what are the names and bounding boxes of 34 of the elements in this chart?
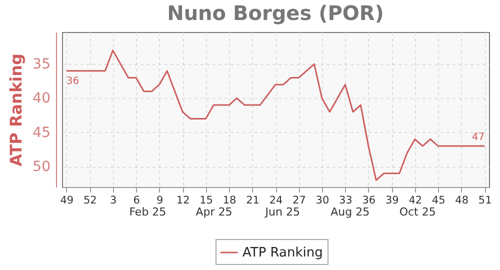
x-tick-label: 30 xyxy=(316,194,330,206)
chart-title: Nuno Borges (POR) xyxy=(167,1,384,25)
x-tick-label: 36 xyxy=(362,194,376,206)
x-tick-label: 42 xyxy=(408,194,422,206)
x-tick-label: 49 xyxy=(60,194,74,206)
x2-tick-label: Feb 25 xyxy=(129,206,166,218)
x-tick-label: 3 xyxy=(110,194,117,206)
x2-tick-label: Aug 25 xyxy=(330,206,370,218)
y-tick-label: 50 xyxy=(32,159,50,176)
x2-tick-label: Apr 25 xyxy=(196,206,232,218)
x-tick-label: 12 xyxy=(176,194,190,206)
x-tick-label: 21 xyxy=(246,194,260,206)
x-tick-label: 33 xyxy=(339,194,352,206)
x-tick-label: 48 xyxy=(455,194,469,206)
x-tick-label: 18 xyxy=(222,194,236,206)
y-tick-label: 35 xyxy=(32,56,50,73)
data-label: 36 xyxy=(66,76,80,87)
line-series xyxy=(66,50,486,181)
legend-label: ATP Ranking xyxy=(242,246,323,260)
x-tick-label: 15 xyxy=(200,194,213,206)
y-tick-label: 40 xyxy=(32,90,50,107)
x-tick-label: 52 xyxy=(83,194,97,206)
x-tick-label: 45 xyxy=(432,194,446,206)
x-tick-label: 24 xyxy=(269,194,283,206)
x-tick-label: 9 xyxy=(156,194,164,206)
x-tick-label: 39 xyxy=(385,194,399,206)
y-tick-label: 45 xyxy=(32,124,50,141)
data-label: 47 xyxy=(472,132,485,144)
x2-tick-label: Oct 25 xyxy=(399,206,436,218)
x2-tick-label: Jun 25 xyxy=(264,206,300,218)
y-axis-title: ATP Ranking xyxy=(6,54,26,166)
x-tick-label: 27 xyxy=(292,194,306,206)
x-tick-label: 51 xyxy=(478,194,492,206)
x-tick-label: 6 xyxy=(133,194,140,206)
